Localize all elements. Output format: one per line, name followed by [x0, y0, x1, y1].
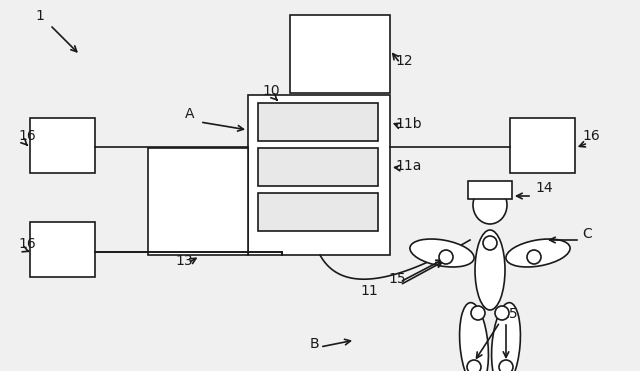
Text: 11a: 11a: [395, 159, 421, 173]
Bar: [468, 181, 512, 199]
Bar: [30, 118, 95, 173]
Ellipse shape: [475, 230, 505, 310]
Text: 15: 15: [388, 272, 406, 286]
Text: 13: 13: [175, 254, 193, 268]
Bar: [248, 95, 390, 255]
Bar: [258, 148, 378, 186]
Circle shape: [483, 236, 497, 250]
Ellipse shape: [460, 303, 488, 371]
Bar: [148, 148, 248, 255]
Text: B: B: [310, 337, 319, 351]
Text: 11b: 11b: [395, 117, 422, 131]
Ellipse shape: [473, 186, 507, 224]
Text: 16: 16: [582, 129, 600, 143]
Text: 10: 10: [262, 84, 280, 98]
Bar: [510, 118, 575, 173]
Text: A: A: [185, 107, 195, 121]
Circle shape: [495, 306, 509, 320]
Bar: [30, 222, 95, 277]
Text: 16: 16: [18, 237, 36, 251]
Text: 1: 1: [35, 9, 44, 23]
Circle shape: [471, 306, 485, 320]
Text: 11: 11: [360, 284, 378, 298]
Bar: [290, 15, 390, 93]
Text: C: C: [582, 227, 592, 241]
Ellipse shape: [410, 239, 474, 267]
Bar: [258, 103, 378, 141]
Text: 14: 14: [535, 181, 552, 195]
Circle shape: [467, 360, 481, 371]
Text: 15: 15: [500, 307, 518, 321]
Circle shape: [499, 360, 513, 371]
Bar: [258, 193, 378, 231]
Text: 16: 16: [18, 129, 36, 143]
Circle shape: [527, 250, 541, 264]
Ellipse shape: [506, 239, 570, 267]
Ellipse shape: [492, 303, 520, 371]
Circle shape: [439, 250, 453, 264]
Text: 12: 12: [395, 54, 413, 68]
